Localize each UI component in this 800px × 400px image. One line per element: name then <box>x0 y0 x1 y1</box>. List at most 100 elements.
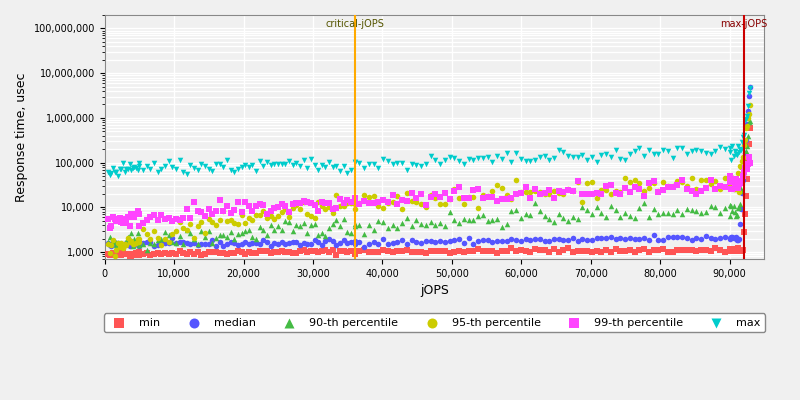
99-th percentile <box>326 206 339 212</box>
max <box>279 160 292 167</box>
Y-axis label: Response time, usec: Response time, usec <box>15 72 28 202</box>
min <box>294 248 306 254</box>
90-th percentile <box>133 242 146 249</box>
min <box>382 248 394 254</box>
99-th percentile <box>410 195 422 201</box>
90-th percentile <box>202 228 215 234</box>
90-th percentile <box>438 222 451 229</box>
median <box>301 240 314 247</box>
90-th percentile <box>231 231 244 238</box>
95-th percentile <box>429 195 442 201</box>
min <box>642 249 655 256</box>
95-th percentile <box>315 202 328 209</box>
95-th percentile <box>382 200 394 206</box>
median <box>557 237 570 243</box>
max <box>714 144 726 150</box>
95-th percentile <box>126 241 139 247</box>
90-th percentile <box>158 228 171 235</box>
99-th percentile <box>429 191 442 197</box>
90-th percentile <box>147 241 160 247</box>
min <box>414 248 427 255</box>
max <box>198 163 211 169</box>
min <box>467 247 480 254</box>
max <box>202 166 215 172</box>
median <box>742 108 754 114</box>
99-th percentile <box>177 215 190 222</box>
median <box>144 239 157 246</box>
90-th percentile <box>552 211 565 217</box>
95-th percentile <box>206 219 218 226</box>
min <box>681 247 694 253</box>
99-th percentile <box>268 205 281 212</box>
90-th percentile <box>486 217 498 224</box>
min <box>429 248 442 254</box>
95-th percentile <box>657 178 670 185</box>
max <box>131 167 144 173</box>
max <box>231 166 244 172</box>
min <box>728 246 741 252</box>
max <box>742 103 754 109</box>
90-th percentile <box>228 235 241 242</box>
max <box>709 148 722 154</box>
max <box>481 154 494 160</box>
99-th percentile <box>419 202 432 208</box>
median <box>268 240 281 246</box>
90-th percentile <box>458 215 470 222</box>
median <box>110 240 122 246</box>
median <box>586 236 598 243</box>
min <box>694 247 707 253</box>
median <box>206 237 218 243</box>
90-th percentile <box>294 223 306 230</box>
max <box>221 157 234 163</box>
90-th percentile <box>103 234 116 241</box>
median <box>744 84 757 90</box>
min <box>372 249 385 255</box>
median <box>330 242 343 248</box>
min <box>733 247 746 254</box>
95-th percentile <box>386 198 399 205</box>
median <box>114 241 126 248</box>
95-th percentile <box>619 175 632 182</box>
95-th percentile <box>734 164 747 170</box>
min <box>529 246 542 253</box>
min <box>419 250 432 256</box>
max <box>614 156 627 163</box>
min <box>282 249 295 255</box>
90-th percentile <box>495 224 508 231</box>
90-th percentile <box>330 217 343 224</box>
Text: critical-jOPS: critical-jOPS <box>326 19 384 29</box>
99-th percentile <box>210 208 222 214</box>
max <box>103 171 116 178</box>
max <box>133 160 146 166</box>
max <box>543 157 556 163</box>
max <box>396 159 409 166</box>
95-th percentile <box>396 206 409 212</box>
90-th percentile <box>709 204 722 210</box>
95-th percentile <box>367 193 380 199</box>
90-th percentile <box>177 241 190 247</box>
95-th percentile <box>448 186 461 192</box>
median <box>458 240 470 246</box>
99-th percentile <box>734 178 746 185</box>
95-th percentile <box>114 243 126 250</box>
90-th percentile <box>529 200 542 206</box>
99-th percentile <box>117 220 130 226</box>
X-axis label: jOPS: jOPS <box>420 284 449 297</box>
min <box>210 249 222 256</box>
min <box>181 251 194 257</box>
median <box>647 232 660 238</box>
99-th percentile <box>595 190 608 197</box>
99-th percentile <box>453 184 466 190</box>
median <box>348 238 361 244</box>
95-th percentile <box>737 153 750 160</box>
max <box>188 165 201 172</box>
min <box>125 252 138 259</box>
95-th percentile <box>217 208 230 214</box>
90-th percentile <box>181 227 194 233</box>
median <box>662 234 674 240</box>
median <box>734 220 746 227</box>
95-th percentile <box>714 185 726 192</box>
min <box>652 247 665 253</box>
max <box>322 159 335 165</box>
90-th percentile <box>744 118 757 124</box>
